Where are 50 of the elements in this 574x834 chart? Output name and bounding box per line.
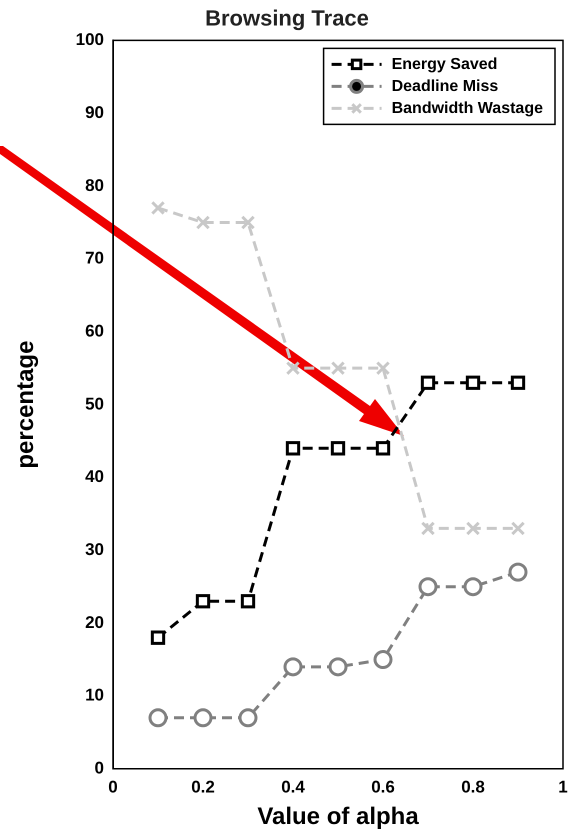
point (240, 594, 256, 608)
point (418, 577, 438, 596)
x-axis-title: Value of alpha (257, 803, 420, 830)
point (330, 361, 346, 376)
point (376, 361, 390, 376)
x-tick-label: 0.2 (191, 778, 215, 797)
chart-title: Browsing Trace (205, 5, 369, 30)
point (464, 577, 482, 596)
point (376, 441, 390, 456)
point (284, 657, 302, 676)
x-tick-label: 1 (558, 778, 568, 797)
y-tick-label: 60 (85, 321, 104, 340)
point (150, 630, 166, 645)
y-tick-label: 90 (85, 102, 104, 122)
point (510, 521, 526, 536)
point (374, 650, 392, 670)
point (330, 441, 346, 456)
point (466, 521, 480, 536)
point (238, 708, 258, 728)
point (150, 200, 166, 216)
x-tick-label: 0.4 (281, 778, 306, 797)
y-tick-label: 10 (85, 686, 104, 705)
y-tick-label: 70 (85, 248, 104, 268)
y-tick-label: 40 (85, 467, 104, 486)
x-tick-label: 0.6 (371, 778, 395, 797)
point (510, 376, 526, 390)
point (240, 215, 256, 230)
legend-label: Deadline Miss (392, 78, 498, 95)
point (508, 562, 528, 582)
y-tick-label: 0 (94, 758, 104, 778)
point (196, 215, 210, 230)
y-tick-label: 80 (85, 176, 104, 195)
point (420, 376, 436, 390)
y-axis-title: percentage (12, 340, 40, 469)
legend-label: Energy Saved (392, 56, 498, 73)
point (286, 441, 300, 456)
x-tick-label: 0 (108, 778, 118, 797)
point (148, 708, 168, 728)
point (466, 376, 480, 390)
point (420, 521, 436, 536)
y-tick-label: 50 (85, 394, 104, 414)
point (194, 708, 212, 728)
y-tick-label: 100 (76, 30, 104, 50)
legend-label: Bandwidth Wastage (392, 100, 544, 117)
point (286, 361, 300, 376)
y-tick-label: 20 (85, 612, 104, 632)
y-tick-label: 30 (85, 540, 104, 559)
point (328, 657, 348, 676)
point (196, 594, 210, 608)
x-tick-label: 0.8 (461, 778, 485, 797)
